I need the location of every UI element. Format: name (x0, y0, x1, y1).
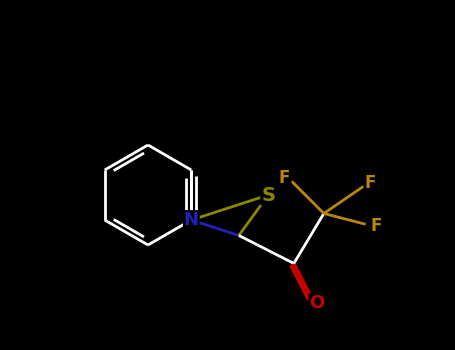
Text: F: F (370, 217, 381, 235)
Text: F: F (364, 174, 376, 193)
Text: O: O (309, 294, 324, 313)
Text: F: F (279, 169, 290, 187)
Text: N: N (184, 211, 199, 229)
Text: S: S (261, 186, 275, 204)
